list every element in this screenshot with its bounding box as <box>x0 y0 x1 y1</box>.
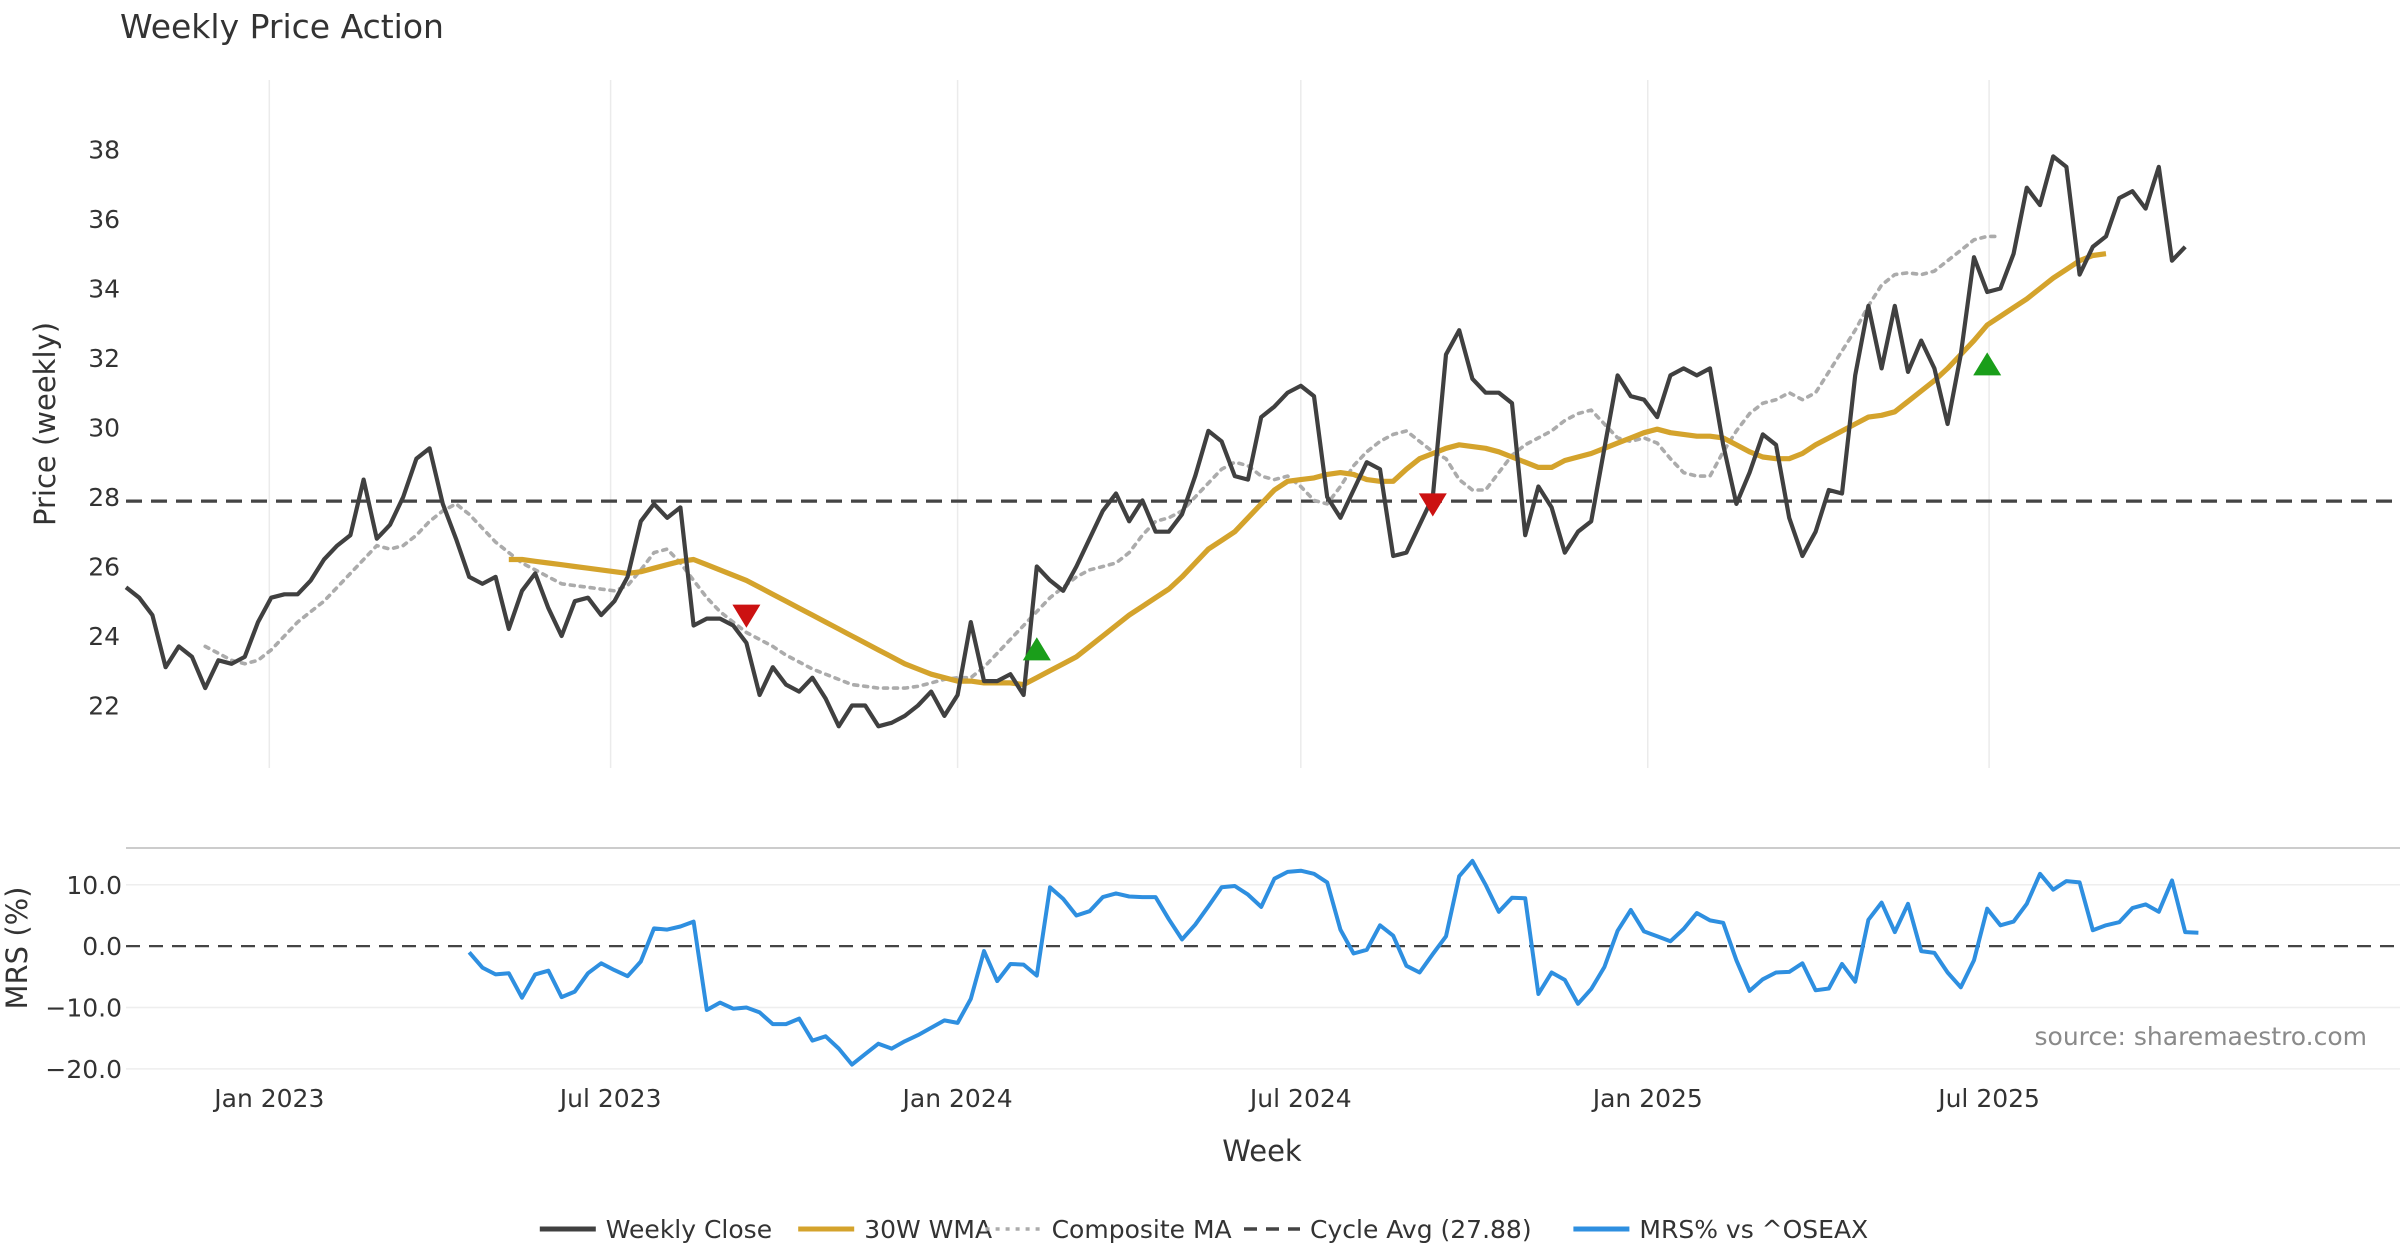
price-y-tick-label: 36 <box>88 205 120 234</box>
wma-30w-line <box>508 251 2107 688</box>
price-y-tick-label: 24 <box>88 622 120 651</box>
price-y-tick-label: 30 <box>88 413 120 442</box>
price-y-tick-label: 38 <box>88 135 120 164</box>
mrs-y-tick-label: 0.0 <box>82 932 122 961</box>
x-tick-label: Jan 2025 <box>1591 1084 1703 1113</box>
weekly-close-line <box>124 154 2187 729</box>
mrs-y-axis-label: MRS (%) <box>0 887 34 1010</box>
x-axis: Jan 2023 Jul 2023 Jan 2024 Jul 2024 Jan 2025… <box>212 1084 2040 1113</box>
price-y-tick-label: 28 <box>88 483 120 512</box>
x-tick-label: Jul 2023 <box>558 1084 662 1113</box>
legend-item: Cycle Avg (27.88) <box>1244 1215 1532 1244</box>
legend-item: MRS% vs ^OSEAX <box>1573 1215 1868 1244</box>
price-panel: 22 24 26 28 30 32 34 36 38 <box>88 80 2400 768</box>
price-y-axis-label: Price (weekly) <box>28 322 62 526</box>
x-tick-label: Jul 2025 <box>1936 1084 2040 1113</box>
composite-ma-line <box>203 234 2003 690</box>
legend-item: Weekly Close <box>539 1215 772 1244</box>
mrs-y-tick-label: −20.0 <box>45 1055 122 1084</box>
legend-label: Weekly Close <box>606 1215 772 1244</box>
x-axis-label: Week <box>1222 1134 1302 1168</box>
buy-signal-marker <box>1022 637 1051 661</box>
x-tick-label: Jan 2024 <box>901 1084 1013 1113</box>
buy-signal-marker <box>1973 352 2002 376</box>
sell-signal-marker <box>732 604 761 628</box>
price-y-tick-label: 34 <box>88 274 120 303</box>
mrs-line <box>467 858 2199 1067</box>
legend-label: MRS% vs ^OSEAX <box>1639 1215 1868 1244</box>
price-y-tick-label: 32 <box>88 344 120 373</box>
mrs-y-tick-label: −10.0 <box>45 994 122 1023</box>
source-annotation: source: sharemaestro.com <box>2035 1022 2368 1051</box>
legend-label: Cycle Avg (27.88) <box>1310 1215 1532 1244</box>
x-tick-label: Jan 2023 <box>212 1084 324 1113</box>
legend-label: Composite MA <box>1052 1215 1232 1244</box>
mrs-y-tick-label: 10.0 <box>66 871 122 900</box>
x-tick-label: Jul 2024 <box>1248 1084 1352 1113</box>
price-y-tick-label: 26 <box>88 552 120 581</box>
legend-label: 30W WMA <box>864 1215 992 1244</box>
chart-title: Weekly Price Action <box>120 7 444 46</box>
price-y-tick-label: 22 <box>88 691 120 720</box>
legend: Weekly Close 30W WMA Composite MA Cycle Avg… <box>539 1215 1868 1244</box>
mrs-panel: 10.0 0.0 −10.0 −20.0 <box>45 847 2400 1084</box>
legend-item: 30W WMA <box>798 1215 992 1244</box>
sell-signal-marker <box>1418 493 1447 517</box>
legend-item: Composite MA <box>985 1215 1232 1244</box>
